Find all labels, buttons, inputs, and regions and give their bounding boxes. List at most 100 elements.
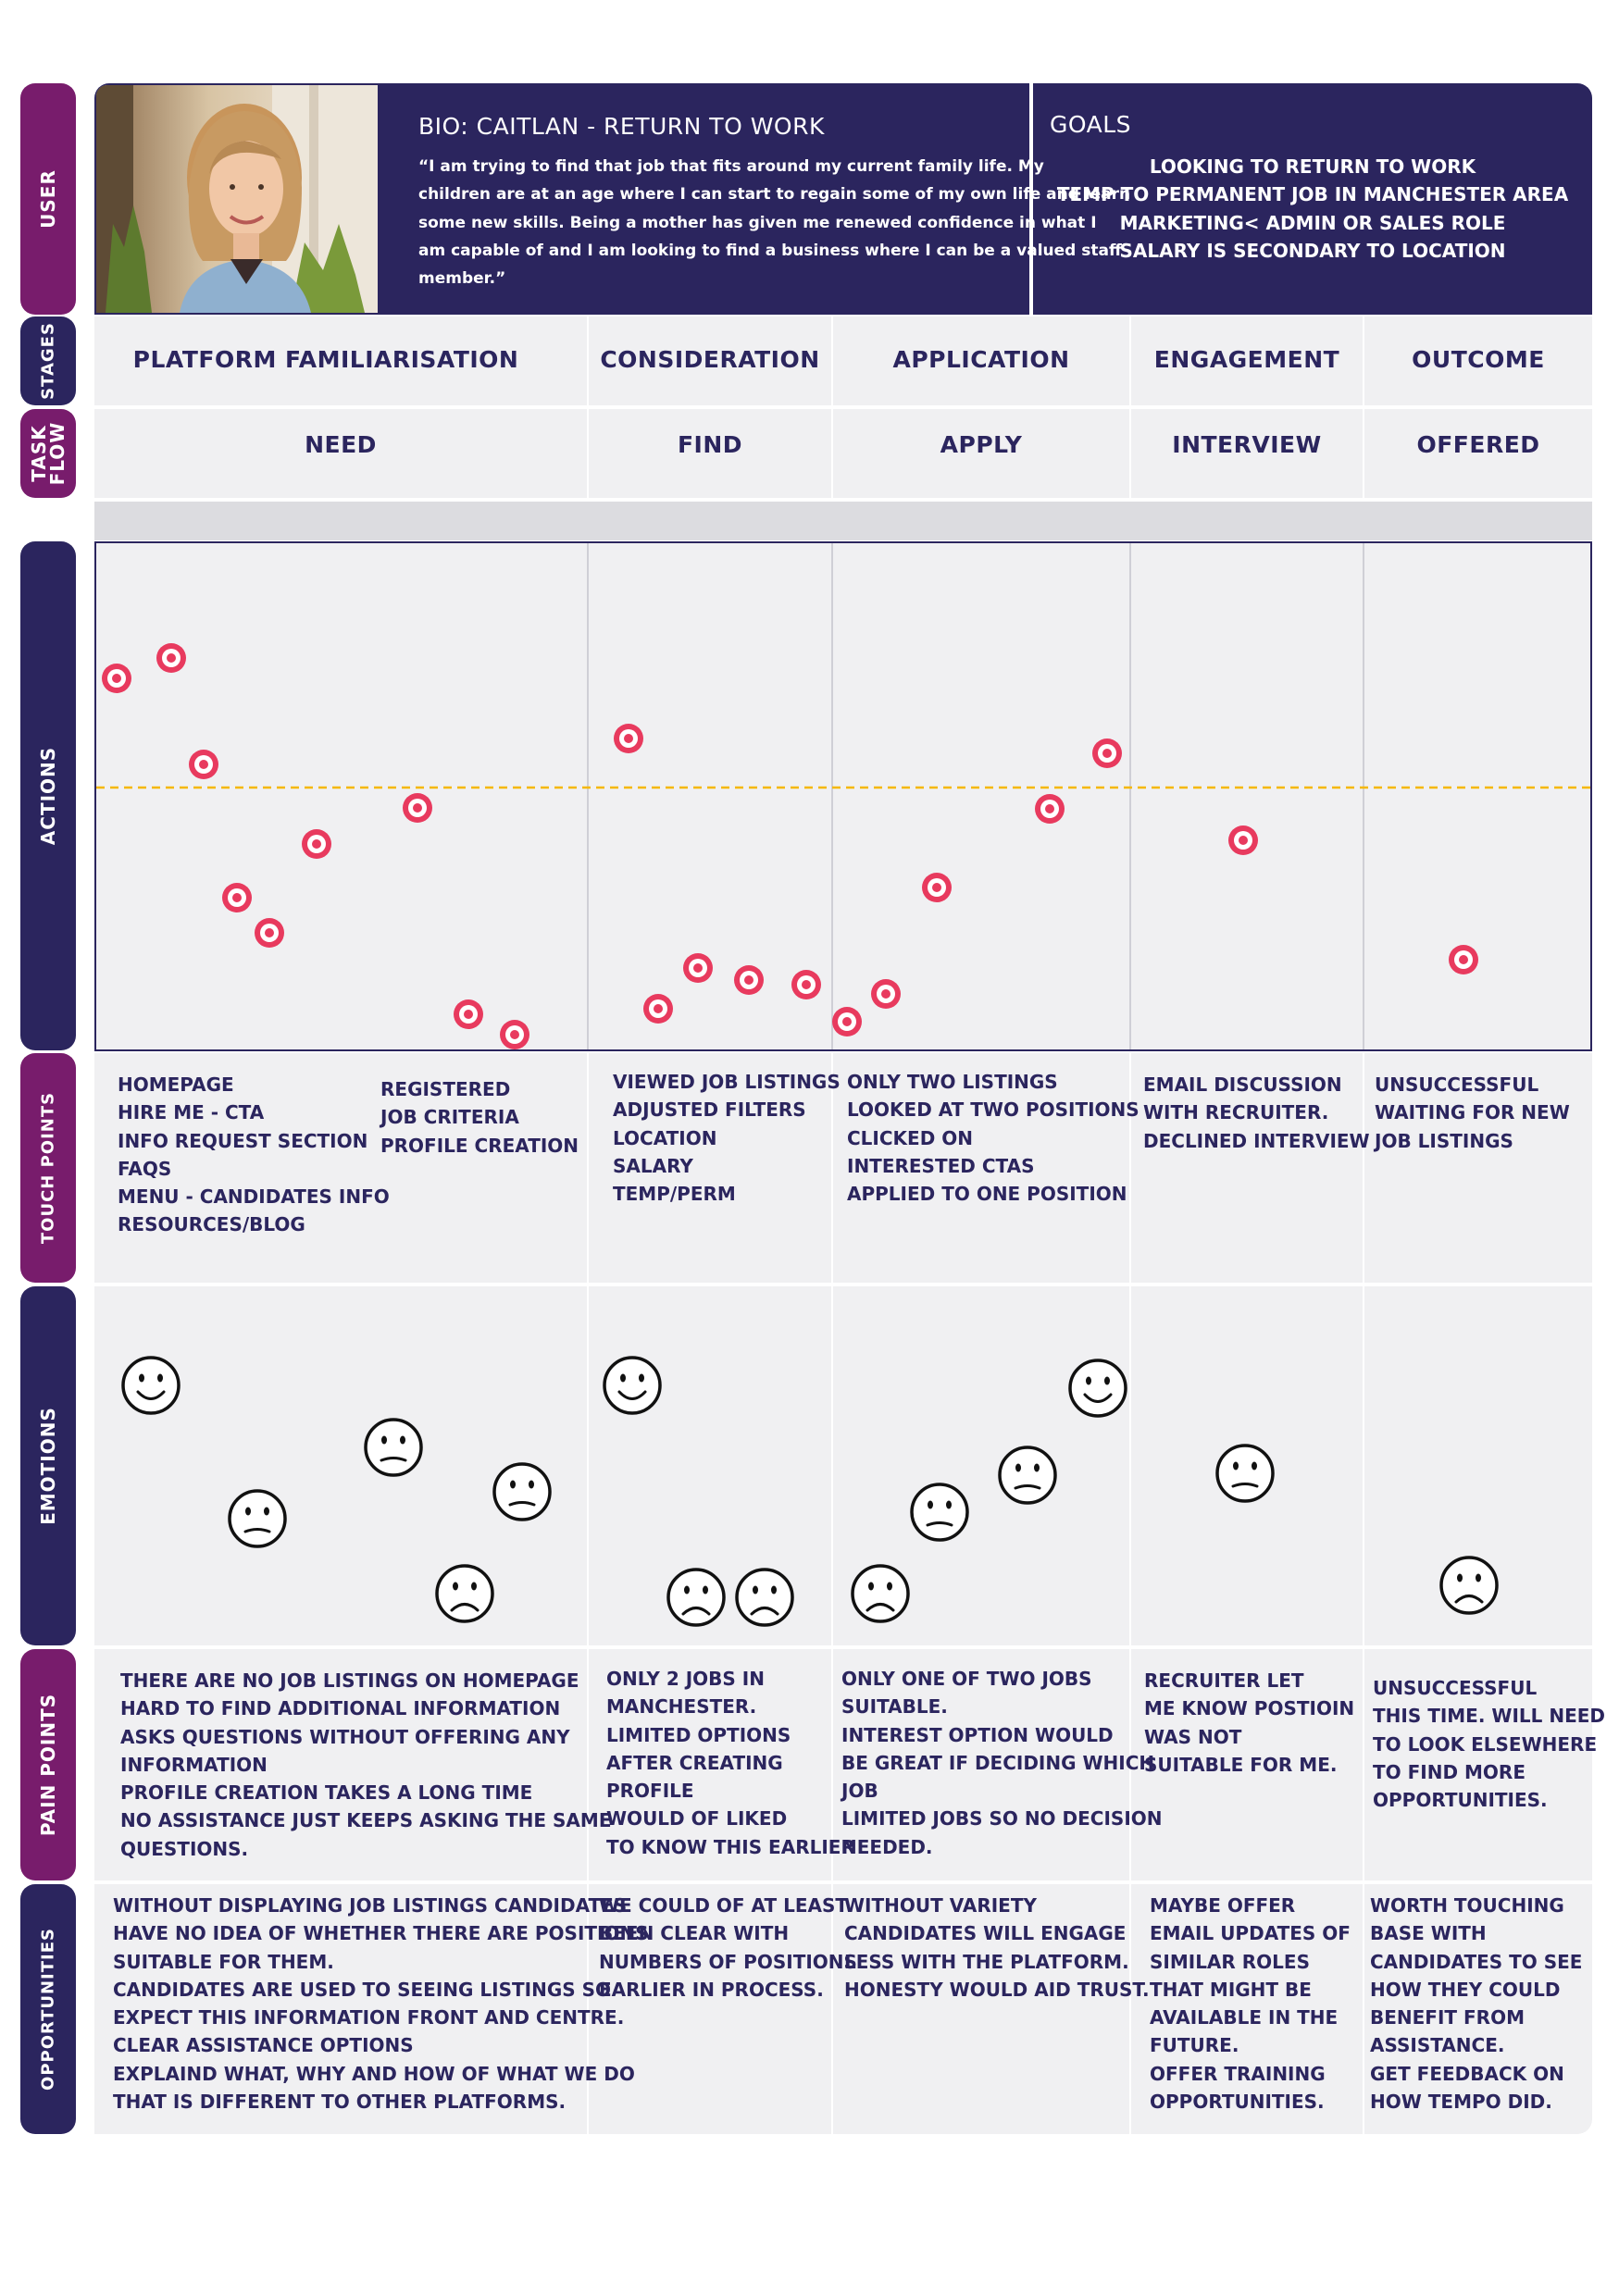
target-icon (222, 883, 252, 912)
pain-point: TO KNOW THIS EARLIER (606, 1835, 855, 1858)
neutral-face-icon (1215, 1444, 1275, 1503)
pain-points-list: ONLY ONE OF TWO JOBS SUITABLE. INTEREST … (841, 1665, 1163, 1861)
pain-points-list: UNSUCCESSFUL THIS TIME. WILL NEED TO LOO… (1373, 1674, 1605, 1814)
pain-points-cell (1364, 1649, 1592, 1880)
sad-face-icon (435, 1564, 494, 1623)
touch-point: MENU - CANDIDATES INFO (118, 1185, 390, 1209)
touch-point: HOMEPAGE (118, 1074, 234, 1096)
opportunities-list: WE COULD OF AT LEAST BEEN CLEAR WITH NUM… (599, 1892, 857, 2004)
opportunity: MAYBE OFFER (1150, 1894, 1296, 1917)
actions-plot-frame (94, 541, 1592, 1051)
touch-points-list: ONLY TWO LISTINGS LOOKED AT TWO POSITION… (847, 1068, 1140, 1208)
separator-band (94, 502, 1592, 540)
opportunity: GET FEEDBACK ON (1370, 2062, 1564, 2085)
pain-point: LIMITED JOBS SO NO DECISION (841, 1807, 1163, 1831)
touch-point: VIEWED JOB LISTINGS (613, 1071, 841, 1093)
header-divider (1029, 83, 1033, 315)
stage-label: PLATFORM FAMILIARISATION (132, 346, 519, 373)
target-icon (871, 979, 901, 1009)
opportunities-cell (1131, 1884, 1363, 2134)
action-targets (102, 643, 1478, 1049)
persona-photo-illustration (96, 85, 378, 313)
row-label-actions: ACTIONS (20, 541, 76, 1050)
emotions-cell (94, 1286, 587, 1645)
touch-point: REGISTERED (380, 1078, 511, 1100)
touch-point: INTERESTED CTAS (847, 1154, 1035, 1177)
opportunity: ASSISTANCE. (1370, 2034, 1505, 2057)
stage-label: OUTCOME (1412, 346, 1545, 373)
touch-point: TEMP/PERM (613, 1183, 736, 1206)
opportunity: HAVE NO IDEA OF WHETHER THERE ARE POSITI… (113, 1922, 649, 1945)
opportunity: OPPORTUNITIES. (1150, 2091, 1325, 2114)
opportunity: CANDIDATES TO SEE (1370, 1950, 1583, 1973)
touch-point: PROFILE CREATION (380, 1134, 579, 1157)
bio-quote-line: member.” (418, 269, 506, 289)
opportunity: CANDIDATES ARE USED TO SEEING LISTINGS S… (113, 1978, 612, 2001)
sad-face-icon (735, 1568, 794, 1627)
pain-point: JOB (841, 1780, 878, 1803)
pain-points-cell (94, 1649, 587, 1880)
touch-points-list: UNSUCCESSFUL WAITING FOR NEW JOB LISTING… (1375, 1071, 1570, 1155)
target-icon (734, 965, 764, 995)
task-label: OFFERED (1416, 431, 1540, 458)
opportunity: CLEAR ASSISTANCE OPTIONS (113, 2034, 414, 2057)
stage-label: CONSIDERATION (600, 346, 820, 373)
bio-quote-line: am capable of and I am looking to find a… (418, 241, 1122, 260)
touch-point: FAQS (118, 1157, 172, 1180)
opportunity: OFFER TRAINING (1150, 2062, 1326, 2085)
bio-quote-line: some new skills. Being a mother has give… (418, 213, 1097, 232)
bio-section: BIO: CAITLAN - RETURN TO WORK “I am tryi… (418, 113, 1130, 292)
target-icon (500, 1020, 529, 1049)
target-icon (614, 724, 643, 753)
touch-point: SALARY (613, 1154, 693, 1177)
touch-points-cell (94, 1053, 587, 1283)
stage-label: APPLICATION (892, 346, 1070, 373)
stage-cell (833, 316, 1129, 405)
task-label: FIND (677, 431, 743, 458)
target-icon (1035, 794, 1065, 824)
touch-points-cell (1131, 1053, 1363, 1283)
pain-point: MANCHESTER. (606, 1695, 757, 1719)
touch-points-list: EMAIL DISCUSSION WITH RECRUITER. DECLINE… (1143, 1071, 1370, 1155)
touch-point: INFO REQUEST SECTION (118, 1129, 368, 1152)
pain-points-cell (1131, 1649, 1363, 1880)
pain-point: QUESTIONS. (120, 1837, 249, 1860)
opportunity: WORTH TOUCHING (1370, 1894, 1564, 1917)
pain-points-cell (589, 1649, 831, 1880)
happy-face-icon (121, 1356, 181, 1415)
pain-point: HARD TO FIND ADDITIONAL INFORMATION (120, 1697, 561, 1720)
pain-point: NEEDED. (841, 1835, 933, 1858)
stage-cell (1131, 316, 1363, 405)
pain-point: SUITABLE FOR ME. (1144, 1753, 1338, 1776)
opportunity: LESS WITH THE PLATFORM. (844, 1950, 1129, 1973)
row-label-user: USER (20, 83, 76, 315)
neutral-face-icon (364, 1418, 423, 1477)
target-icon (922, 873, 952, 902)
touch-points-list: VIEWED JOB LISTINGS ADJUSTED FILTERS LOC… (613, 1068, 841, 1208)
opportunity: NUMBERS OF POSITIONS (599, 1950, 857, 1973)
target-icon (643, 994, 673, 1024)
task-label: INTERVIEW (1172, 431, 1322, 458)
stage-cell (589, 316, 831, 405)
touch-point: HIRE ME - CTA (118, 1101, 265, 1124)
opportunities-cell (833, 1884, 1129, 2134)
task-cell (589, 409, 831, 498)
opportunity: EMAIL UPDATES OF (1150, 1922, 1351, 1945)
touch-point: ADJUSTED FILTERS (613, 1098, 806, 1122)
pain-point: LIMITED OPTIONS (606, 1723, 791, 1746)
actions-plot (94, 541, 1592, 1051)
bio-title: BIO: CAITLAN - RETURN TO WORK (418, 113, 825, 140)
opportunities-cell (589, 1884, 831, 2134)
bio-quote-line: “I am trying to find that job that fits … (418, 157, 1044, 176)
pain-point: ASKS QUESTIONS WITHOUT OFFERING ANY (120, 1725, 570, 1748)
task-label: NEED (305, 431, 377, 458)
pain-point: WOULD OF LIKED (606, 1807, 788, 1831)
touch-point: JOB CRITERIA (380, 1106, 519, 1129)
pain-point: BE GREAT IF DECIDING WHICH (841, 1751, 1155, 1774)
pain-point: INFORMATION (120, 1753, 268, 1776)
touch-point: DECLINED INTERVIEW (1143, 1129, 1370, 1152)
touch-points-list: HOMEPAGE HIRE ME - CTA INFO REQUEST SECT… (118, 1071, 390, 1239)
opportunity: WE COULD OF AT LEAST (599, 1894, 849, 1917)
row-label-pain-points: PAIN POINTS (20, 1649, 76, 1880)
